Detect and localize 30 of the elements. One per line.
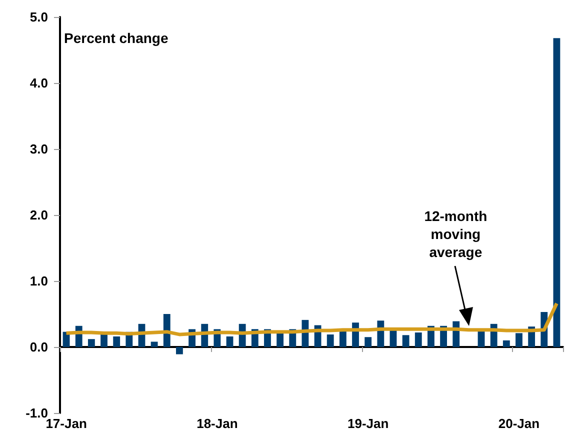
bar (414, 332, 422, 347)
y-tick-label: 5.0 (30, 10, 48, 24)
bar (113, 336, 120, 347)
x-tick-label: 19-Jan (347, 416, 389, 431)
x-tick-label: 17-Jan (46, 416, 87, 431)
bar (364, 337, 372, 347)
bar (390, 330, 397, 347)
bar (226, 336, 234, 347)
bar (553, 38, 560, 347)
y-tick-label: 2.0 (30, 208, 48, 222)
y-axis-title: Percent change (64, 30, 168, 46)
bar (176, 347, 183, 354)
bar (276, 332, 284, 347)
y-tick-label: 1.0 (30, 274, 48, 288)
x-tick-label: 20-Jan (498, 416, 540, 431)
bar (516, 333, 522, 347)
bar (502, 340, 510, 347)
bar (402, 335, 410, 347)
bar (88, 339, 95, 347)
y-tick-label: 3.0 (30, 142, 48, 156)
y-tick-label: 4.0 (30, 76, 48, 90)
y-tick-label: 0.0 (30, 340, 48, 354)
bar (326, 334, 334, 347)
bar (150, 342, 158, 347)
bar (339, 330, 346, 347)
y-tick-label: -1.0 (26, 406, 48, 420)
bar (478, 331, 485, 347)
annotation: 12-month moving average (423, 206, 488, 261)
x-tick-label: 18-Jan (196, 416, 238, 431)
line-series (64, 302, 558, 336)
